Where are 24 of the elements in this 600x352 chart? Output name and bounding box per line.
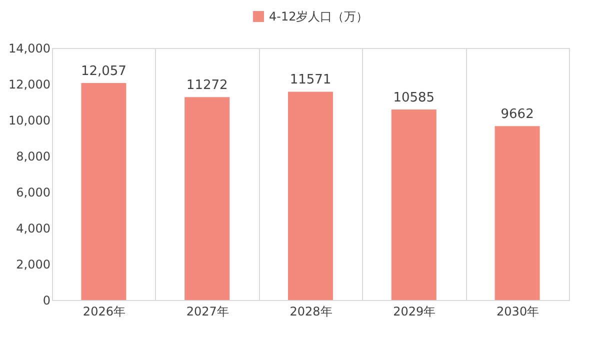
text: 10585 bbox=[393, 90, 435, 106]
x-tick-label: 2030年 bbox=[496, 304, 540, 318]
text: 11571 bbox=[290, 72, 332, 88]
bar bbox=[184, 97, 230, 300]
y-tick-label: 14,000 bbox=[8, 42, 50, 56]
bar bbox=[81, 82, 126, 300]
x-tick-label: 2027年 bbox=[186, 304, 229, 318]
y-tick-label: 4,000 bbox=[16, 222, 50, 236]
x-tick-label: 2026年 bbox=[82, 304, 126, 318]
y-tick-label: 0 bbox=[42, 294, 50, 308]
text: 9662 bbox=[500, 107, 534, 122]
y-tick-label: 6,000 bbox=[16, 186, 50, 200]
y-tick-label: 2,000 bbox=[16, 258, 50, 272]
legend-label: 4-12岁人口（万） bbox=[269, 10, 368, 24]
y-tick-label: 8,000 bbox=[16, 150, 50, 164]
x-tick-label: 2029年 bbox=[393, 304, 436, 318]
y-tick-label: 12,000 bbox=[8, 78, 50, 92]
text: 12,057 bbox=[80, 64, 126, 79]
bar bbox=[391, 109, 436, 300]
bar bbox=[494, 126, 540, 300]
text: 11272 bbox=[186, 78, 228, 94]
x-tick-label: 2028年 bbox=[290, 304, 332, 318]
bar bbox=[288, 92, 333, 300]
y-tick-label: 10,000 bbox=[8, 114, 50, 128]
